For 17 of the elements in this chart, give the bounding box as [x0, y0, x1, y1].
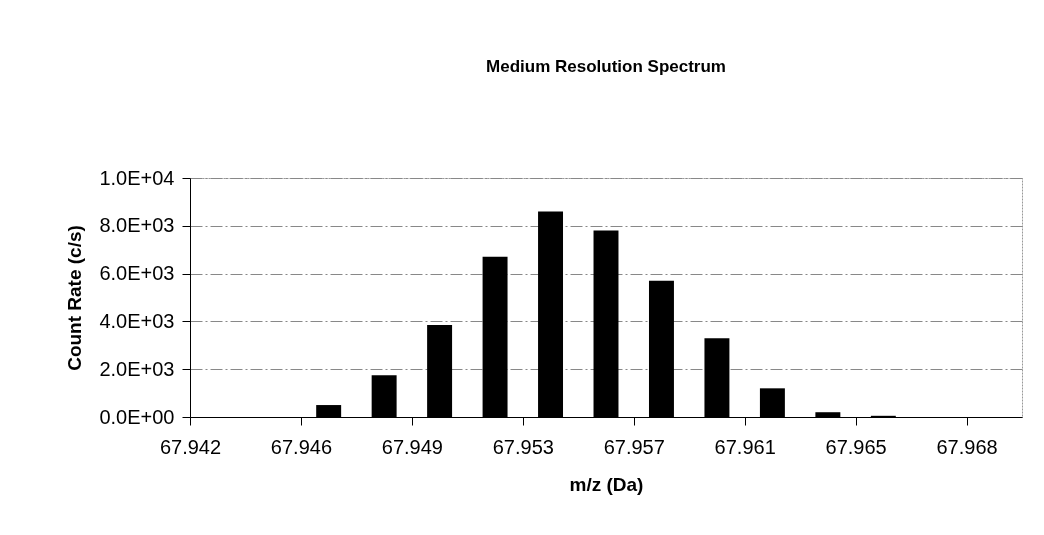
y-axis-title: Count Rate (c/s): [64, 225, 86, 371]
x-tick-label: 67.949: [381, 435, 443, 458]
x-tick-label: 67.946: [270, 435, 333, 458]
x-tick-label: 67.961: [714, 435, 776, 458]
y-tick-label: 8.0E+03: [99, 214, 175, 237]
x-tick-label: 67.965: [825, 435, 887, 458]
y-tick-label: 6.0E+03: [99, 262, 175, 285]
x-tick-label: 67.957: [603, 435, 665, 458]
x-tick-label: 67.968: [936, 435, 998, 458]
y-tick-label: 2.0E+03: [99, 357, 175, 380]
chart-title: Medium Resolution Spectrum: [486, 57, 726, 76]
x-tick-label: 67.942: [159, 435, 222, 458]
y-tick-label: 0.0E+00: [99, 405, 175, 428]
x-axis-title: m/z (Da): [569, 473, 644, 495]
y-tick-label: 1.0E+04: [99, 166, 175, 189]
y-tick-label: 4.0E+03: [99, 309, 175, 332]
x-tick-label: 67.953: [492, 435, 554, 458]
